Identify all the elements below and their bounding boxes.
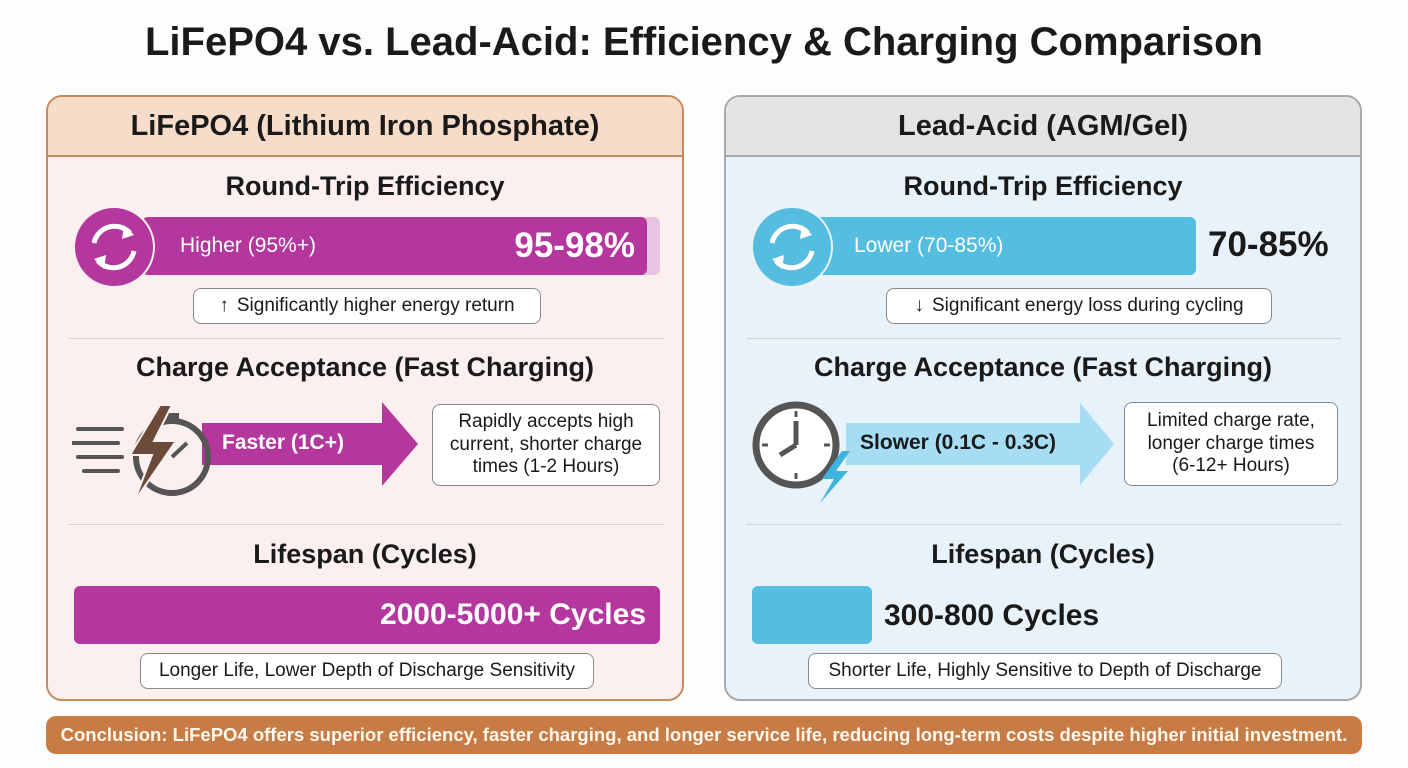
cycle-icon	[751, 206, 833, 288]
divider	[746, 338, 1342, 339]
description-box: Rapidly accepts high current, shorter ch…	[432, 404, 660, 486]
panel-header: Lead-Acid (AGM/Gel)	[726, 97, 1360, 157]
efficiency-bar: Higher (95%+) 95-98%	[142, 217, 647, 275]
section-heading: Round-Trip Efficiency	[225, 171, 505, 201]
description-box: Limited charge rate, longer charge times…	[1124, 402, 1338, 486]
note-pill: ↑ Significantly higher energy return	[193, 288, 541, 324]
note-pill: ↓ Significant energy loss during cycling	[886, 288, 1272, 324]
fast-charge-arrow	[72, 402, 418, 503]
conclusion-bar: Conclusion: LiFePO4 offers superior effi…	[46, 716, 1362, 754]
lifespan-bar	[752, 586, 872, 644]
note-pill: Longer Life, Lower Depth of Discharge Se…	[140, 653, 594, 689]
lifepo4-panel: LiFePO4 (Lithium Iron Phosphate) Round-T…	[46, 95, 684, 701]
divider	[746, 524, 1342, 525]
bar-label: 2000-5000+ Cycles	[379, 598, 646, 631]
panel-header: LiFePO4 (Lithium Iron Phosphate)	[48, 97, 682, 157]
lead-acid-panel: Lead-Acid (AGM/Gel) Round-Trip Efficienc…	[724, 95, 1362, 701]
section-heading: Charge Acceptance (Fast Charging)	[135, 352, 595, 382]
note-text: Significant energy loss during cycling	[931, 295, 1244, 316]
section-heading: Round-Trip Efficiency	[903, 171, 1183, 201]
note-pill: Shorter Life, Highly Sensitive to Depth …	[808, 653, 1282, 689]
divider	[68, 338, 664, 339]
arrow-label: Slower (0.1C - 0.3C)	[860, 431, 1057, 454]
cycle-icon	[73, 206, 155, 288]
divider	[68, 524, 664, 525]
lifespan-bar: 2000-5000+ Cycles	[74, 586, 660, 644]
bar-label: 300-800 Cycles	[884, 599, 1100, 632]
slow-charge-arrow	[752, 401, 1114, 503]
bar-label: Higher (95%+)	[180, 234, 316, 257]
section-heading: Lifespan (Cycles)	[931, 539, 1155, 569]
section-heading: Charge Acceptance (Fast Charging)	[813, 352, 1273, 382]
title: LiFePO4 vs. Lead-Acid: Efficiency & Char…	[145, 20, 1263, 64]
arrow-label: Faster (1C+)	[222, 431, 344, 454]
note-text: Significantly higher energy return	[236, 295, 515, 316]
efficiency-bar: Lower (70-85%)	[776, 217, 1196, 275]
value-label: 95-98%	[514, 226, 635, 265]
bar-label: Lower (70-85%)	[854, 234, 1004, 257]
section-heading: Lifespan (Cycles)	[253, 539, 477, 569]
value-label: 70-85%	[1208, 225, 1329, 264]
